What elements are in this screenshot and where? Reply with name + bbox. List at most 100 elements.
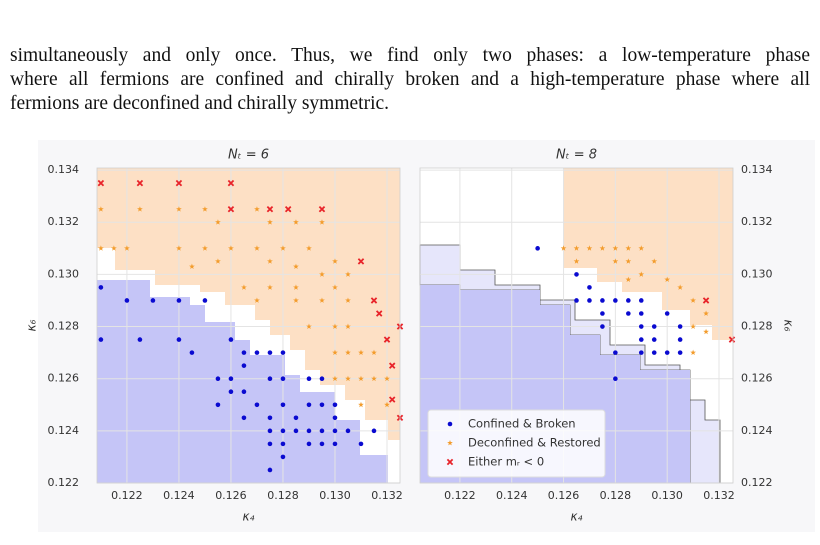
x-tick-label: 0.130 <box>651 489 683 502</box>
point <box>293 284 299 290</box>
point <box>357 258 365 265</box>
text-line: simultaneously and only once. Thus, we f… <box>10 45 810 66</box>
point <box>332 375 338 382</box>
point <box>228 376 234 381</box>
x-axis-label: κ₄ <box>571 510 583 524</box>
x-tick-label: 0.122 <box>111 489 143 502</box>
legend-marker <box>447 440 453 446</box>
point <box>280 441 286 447</box>
point <box>306 441 312 447</box>
legend-marker <box>447 421 453 427</box>
point <box>280 350 286 355</box>
point <box>626 298 631 303</box>
point <box>332 428 338 434</box>
point <box>690 297 696 303</box>
point <box>254 350 260 355</box>
point <box>345 349 351 356</box>
point <box>703 310 709 316</box>
point <box>626 311 631 316</box>
point <box>293 263 299 269</box>
point <box>587 285 592 290</box>
y-tick-label: 0.128 <box>48 320 80 333</box>
point <box>535 246 540 251</box>
point <box>371 428 377 434</box>
point <box>150 298 156 303</box>
y-axis-label: κ₆ <box>25 319 39 331</box>
point <box>332 415 338 421</box>
point <box>202 206 208 212</box>
point <box>176 245 182 251</box>
point <box>358 441 364 447</box>
point <box>319 402 325 408</box>
point <box>625 258 632 264</box>
point <box>388 396 396 403</box>
legend-label: Either mᵣ < 0 <box>468 455 544 469</box>
point <box>677 337 683 342</box>
point <box>638 311 644 316</box>
point <box>267 350 273 355</box>
point <box>293 428 299 434</box>
x-tick-label: 0.132 <box>371 489 403 502</box>
x-tick-label: 0.128 <box>600 489 632 502</box>
point <box>600 324 605 329</box>
point <box>638 245 645 251</box>
point <box>227 179 235 187</box>
point <box>137 337 143 342</box>
point <box>202 245 208 251</box>
point <box>651 258 658 264</box>
point <box>215 376 221 381</box>
point <box>280 454 286 460</box>
y-tick-label: 0.132 <box>741 215 773 228</box>
point <box>586 245 593 251</box>
chart-title: Nₜ = 8 <box>556 148 597 163</box>
point <box>599 245 606 251</box>
y-tick-label: 0.126 <box>48 372 80 385</box>
legend-label: Deconfined & Restored <box>468 436 601 450</box>
point <box>254 245 260 251</box>
y-tick-label: 0.130 <box>48 267 80 280</box>
point <box>664 276 671 283</box>
legend-marker <box>446 458 454 466</box>
point <box>254 297 260 303</box>
point <box>638 324 644 329</box>
point <box>280 402 286 408</box>
point <box>638 298 644 303</box>
point <box>574 298 579 303</box>
plot-frame <box>96 167 401 484</box>
y-tick-label: 0.122 <box>741 476 773 489</box>
point <box>613 376 618 381</box>
point <box>306 323 312 329</box>
point <box>319 297 325 303</box>
point <box>370 297 378 304</box>
x-tick-label: 0.128 <box>267 489 299 502</box>
point <box>690 323 696 329</box>
point <box>227 205 235 213</box>
point <box>98 245 104 251</box>
x-tick-label: 0.126 <box>215 489 247 502</box>
point <box>176 337 182 342</box>
point <box>638 337 644 342</box>
point <box>284 205 292 213</box>
y-tick-label: 0.128 <box>741 320 773 333</box>
paragraph: simultaneously and only once. Thus, we f… <box>10 44 810 116</box>
x-tick-label: 0.122 <box>444 489 476 502</box>
point <box>319 428 325 434</box>
point <box>358 401 364 408</box>
point <box>677 324 683 329</box>
point <box>176 298 182 303</box>
legend-box <box>427 409 606 478</box>
point <box>267 284 273 290</box>
x-tick-label: 0.126 <box>548 489 580 502</box>
point <box>625 276 632 283</box>
point <box>176 206 182 212</box>
point <box>332 323 338 329</box>
point <box>332 402 338 408</box>
point <box>267 467 273 473</box>
confined-region <box>97 280 388 483</box>
point <box>638 271 645 277</box>
point <box>306 402 312 408</box>
point <box>306 245 312 251</box>
point <box>124 298 130 303</box>
point <box>651 324 657 329</box>
